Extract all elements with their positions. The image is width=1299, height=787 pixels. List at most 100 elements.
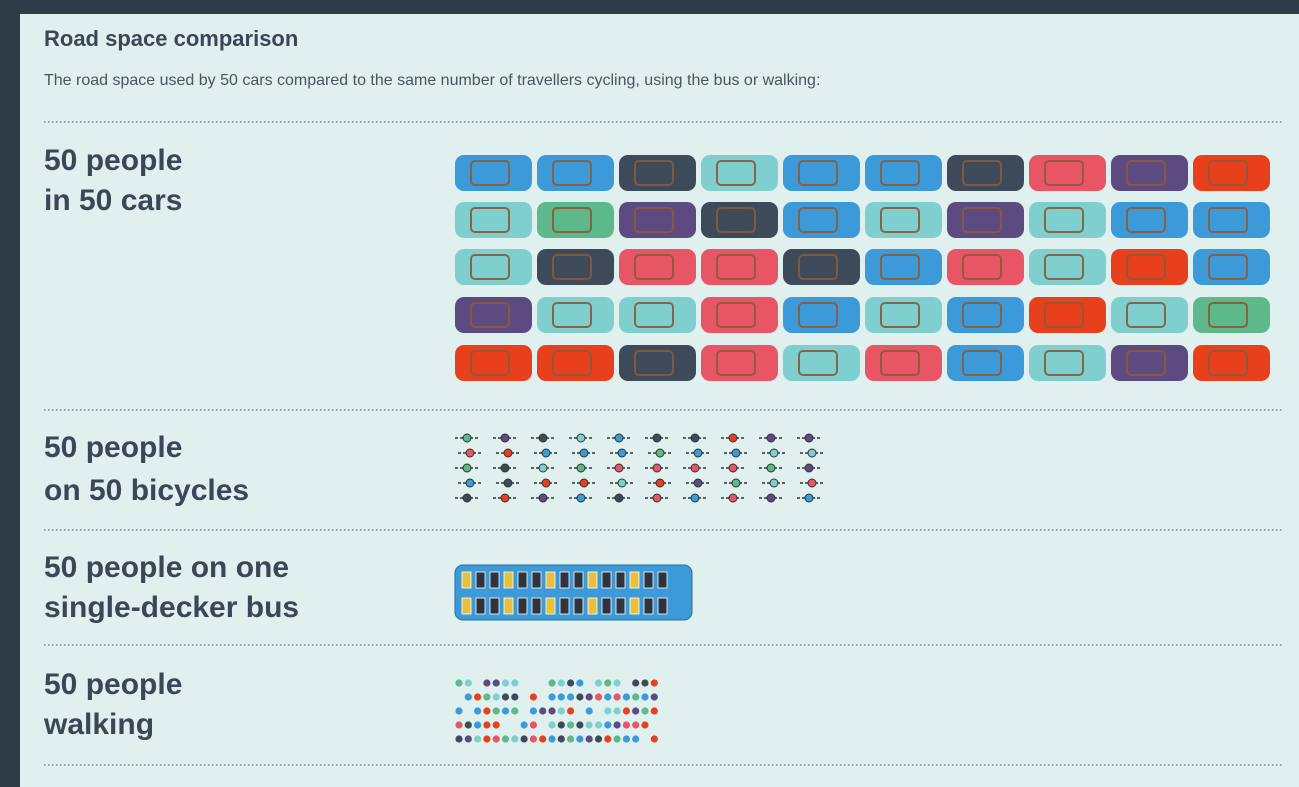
page: Road space comparison The road space use… [0, 0, 1299, 787]
walker [651, 693, 658, 700]
walker [614, 721, 621, 728]
walker [586, 707, 593, 714]
walker [455, 735, 462, 742]
car-roof [717, 303, 755, 327]
cyclist [767, 434, 775, 442]
bus-seat [532, 572, 541, 588]
row-label: on 50 bicycles [44, 474, 249, 507]
walker [586, 735, 593, 742]
car-roof [635, 303, 673, 327]
row-label: single-decker bus [44, 591, 299, 624]
car-roof [553, 255, 591, 279]
walker [502, 679, 509, 686]
walker [455, 721, 462, 728]
cyclist [577, 464, 585, 472]
walker [548, 707, 555, 714]
walker [558, 693, 565, 700]
walker [632, 721, 639, 728]
bus-seat [644, 598, 653, 614]
cyclist [767, 494, 775, 502]
car-roof [635, 161, 673, 185]
walker [632, 679, 639, 686]
cyclist [463, 434, 471, 442]
walker [567, 721, 574, 728]
car-roof [717, 208, 755, 232]
walker [474, 735, 481, 742]
walker [604, 721, 611, 728]
walker [548, 693, 555, 700]
car-roof [1127, 255, 1165, 279]
cyclist [577, 494, 585, 502]
car-roof [553, 303, 591, 327]
cyclist [463, 494, 471, 502]
walker [576, 735, 583, 742]
walker [539, 735, 546, 742]
car-roof [553, 351, 591, 375]
walker [521, 721, 528, 728]
walker [604, 693, 611, 700]
cyclist [729, 464, 737, 472]
walker [474, 707, 481, 714]
walker [595, 721, 602, 728]
walker [548, 679, 555, 686]
car-roof [1209, 303, 1247, 327]
cyclist [729, 494, 737, 502]
walker [632, 693, 639, 700]
cyclist [580, 449, 588, 457]
cyclist [808, 449, 816, 457]
walker [641, 679, 648, 686]
car-roof [1209, 351, 1247, 375]
cyclist [691, 494, 699, 502]
cyclist [504, 479, 512, 487]
walker [511, 735, 518, 742]
walker [641, 721, 648, 728]
walker [548, 735, 555, 742]
walker [502, 707, 509, 714]
bus-seat [462, 598, 471, 614]
walker [558, 707, 565, 714]
walker [493, 721, 500, 728]
walker [455, 679, 462, 686]
cyclist [805, 494, 813, 502]
bus-seat [560, 572, 569, 588]
walker [502, 693, 509, 700]
walker [493, 707, 500, 714]
bus-seat [574, 572, 583, 588]
cyclist [805, 434, 813, 442]
walker [558, 735, 565, 742]
car-roof [471, 255, 509, 279]
walker [604, 735, 611, 742]
cyclist [729, 434, 737, 442]
cyclist [501, 464, 509, 472]
car-roof [471, 208, 509, 232]
panel [20, 14, 1299, 787]
walker [548, 721, 555, 728]
walker [502, 735, 509, 742]
subtitle: The road space used by 50 cars compared … [44, 72, 820, 89]
walker [614, 735, 621, 742]
walker [521, 735, 528, 742]
walker [530, 735, 537, 742]
walker [595, 735, 602, 742]
cyclist [732, 479, 740, 487]
cyclist [466, 479, 474, 487]
bus-seat [616, 598, 625, 614]
car-roof [635, 208, 673, 232]
cyclist [653, 494, 661, 502]
bus-seat [630, 572, 639, 588]
bus-seat [616, 572, 625, 588]
car-roof [471, 303, 509, 327]
walker [530, 707, 537, 714]
car-roof [553, 208, 591, 232]
car-roof [553, 161, 591, 185]
cyclist [691, 464, 699, 472]
car-roof [1045, 161, 1083, 185]
bus-seat [658, 572, 667, 588]
car-roof [881, 351, 919, 375]
walker [474, 693, 481, 700]
cyclist [691, 434, 699, 442]
cyclist [653, 434, 661, 442]
car-roof [1045, 255, 1083, 279]
cyclist [501, 434, 509, 442]
car-roof [799, 351, 837, 375]
